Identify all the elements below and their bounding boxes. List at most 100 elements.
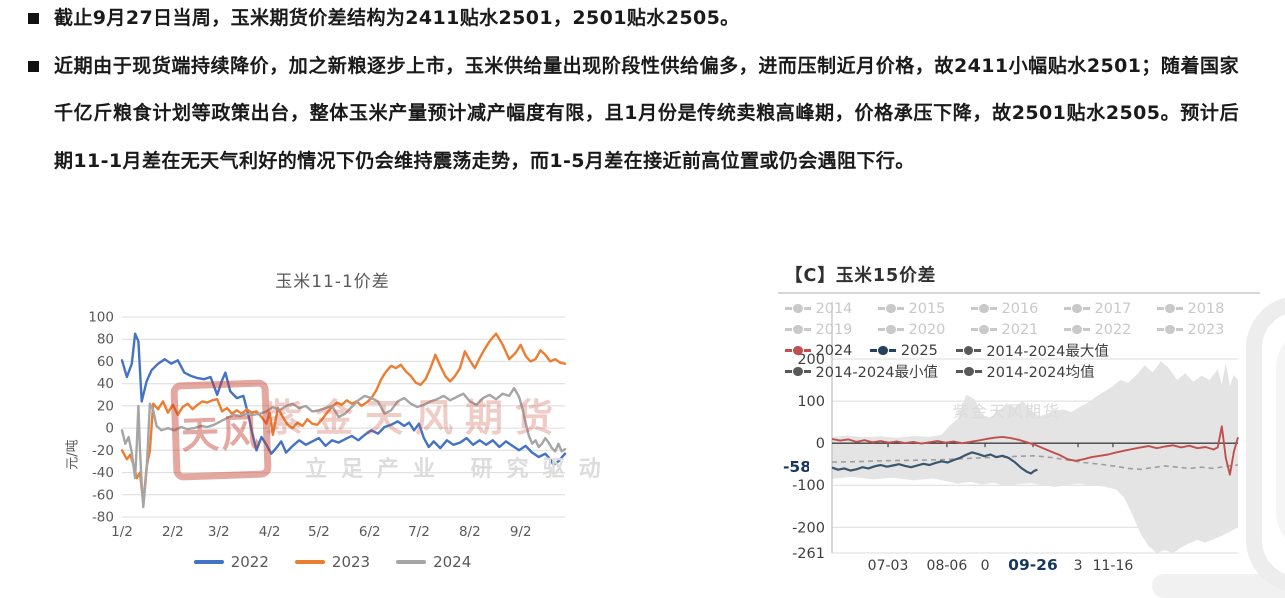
tick-label: 0	[981, 558, 990, 574]
watermark-brand-text: 紫金天风期货	[953, 402, 1062, 421]
legend-item-2018: 2018	[1157, 301, 1250, 317]
legend-item-2020: 2020	[878, 322, 971, 338]
tick-label: -261	[792, 546, 825, 562]
tick-label: 40	[97, 376, 114, 392]
tick-label: -60	[92, 487, 114, 503]
legend-row: 2014-2024最小值 2014-2024均值	[785, 361, 1257, 382]
legend-swatch	[193, 560, 224, 564]
chart-canvas: 200 100 0 -100 -200 -261 07-03 08-06 0 09-26 3 11-1…	[792, 302, 1239, 575]
legend-item-2022: 2022	[1064, 322, 1157, 338]
tick-label: 200	[797, 352, 825, 368]
tick-label: 8/2	[459, 524, 481, 540]
chart-corn-11-1-spread: 玉米11-1价差 元/吨 100 80 60 40 20 0 -20 -40 -60 -80 1/2…	[60, 255, 605, 590]
tick-label: 11-16	[1093, 558, 1134, 574]
legend-item-2017: 2017	[1064, 301, 1157, 317]
legend-label: 2018	[1187, 300, 1225, 317]
legend-label: 2017	[1094, 300, 1132, 317]
chart-title: 玉米11-1价差	[275, 272, 390, 292]
tick-label: 0	[105, 421, 114, 437]
legend-label: 2023	[331, 553, 371, 571]
series-line-2022	[120, 332, 567, 467]
tick-label: 07-03	[868, 558, 909, 574]
bullet-item: 近期由于现货端持续降价，加之新粮逐步上市，玉米供给量出现阶段性供给偏多，进而压制…	[28, 43, 1252, 186]
legend-item-2014-2024最小值: 2014-2024最小值	[785, 361, 938, 382]
tick-label: -20	[92, 443, 114, 459]
tick-label: 100	[797, 394, 825, 410]
legend-row: 2014 2015 2016 2017 2018	[785, 298, 1257, 319]
summary-bullet-list: 截止9月27日当周，玉米期货价差结构为2411贴水2501，2501贴水2505…	[28, 0, 1252, 185]
legend-label: 2022	[230, 553, 269, 571]
legend-swatch	[396, 560, 427, 564]
legend-item-2014-2024均值: 2014-2024均值	[956, 361, 1095, 382]
tick-label: 7/2	[408, 524, 430, 540]
bullet-item: 截止9月27日当周，玉米期货价差结构为2411贴水2501，2501贴水2505…	[28, 0, 1252, 43]
tick-label: 20	[97, 398, 114, 414]
legend-line-dot-marker	[785, 366, 811, 377]
tick-label: 08-06	[927, 558, 968, 574]
legend-item-2025: 2025	[870, 342, 938, 359]
legend-label: 2015	[908, 300, 946, 317]
chart-corn-15-spread: 【C】玉米15价差 200 100 0 -100 -200 -261 07-03 08-06 0…	[778, 252, 1260, 590]
tick-label: 80	[97, 332, 114, 348]
legend-line-dot-marker	[870, 345, 896, 356]
legend-item-2023: 2023	[1157, 322, 1250, 338]
legend-line-dot-marker	[971, 303, 997, 314]
tick-label: -80	[92, 510, 114, 526]
bullet-text: 近期由于现货端持续降价，加之新粮逐步上市，玉米供给量出现阶段性供给偏多，进而压制…	[54, 54, 1239, 172]
legend-line-dot-marker	[971, 324, 997, 335]
series-line-2024	[120, 386, 567, 509]
legend-line-dot-marker	[878, 303, 904, 314]
legend-label: 2020	[908, 321, 946, 338]
tick-label: -100	[792, 478, 825, 494]
legend-line-dot-marker	[955, 345, 982, 356]
legend-line-dot-marker	[878, 324, 904, 335]
tick-label: 3	[1074, 558, 1083, 574]
min-max-band	[832, 361, 1238, 553]
legend-label: 2019	[815, 321, 853, 338]
legend-label: 2014-2024最大值	[986, 344, 1109, 360]
legend-label: 2022	[1094, 321, 1132, 338]
legend-row: 2024 2025 2014-2024最大值	[785, 340, 1257, 361]
date-highlight-label: 09-26	[1008, 556, 1058, 574]
current-value-tag: -58	[779, 457, 816, 477]
decorative-ring-shape-inner	[1276, 326, 1285, 554]
legend-label: 2016	[1001, 300, 1039, 317]
chart-legend: 2022 2023 2024	[60, 553, 605, 571]
tick-label: 2/2	[162, 524, 184, 540]
legend-item-2019: 2019	[785, 322, 878, 338]
series-line-2024	[831, 425, 1239, 476]
tick-label: 60	[97, 354, 114, 370]
legend-label: 2021	[1001, 321, 1039, 338]
tick-label: 6/2	[359, 524, 381, 540]
watermark-seal: 天风	[170, 379, 272, 481]
tick-label: 5/2	[308, 524, 330, 540]
tick-label: 100	[88, 310, 114, 326]
legend-line-dot-marker	[1157, 303, 1183, 314]
date-highlight-box	[1006, 556, 1059, 575]
legend-row: 2019 2020 2021 2022 2023	[785, 319, 1257, 340]
legend-line-dot-marker	[1157, 324, 1183, 335]
legend-item-2024: 2024	[785, 343, 852, 359]
legend-label: 2025	[900, 342, 938, 359]
tick-label: 9/2	[510, 524, 532, 540]
legend-line-dot-marker	[785, 303, 811, 314]
legend-item-2016: 2016	[971, 301, 1064, 317]
legend-label: 2014	[815, 300, 853, 317]
series-line-2014-2024均值	[831, 455, 1239, 471]
legend-item-2014: 2014	[785, 301, 878, 317]
legend-item-2021: 2021	[971, 322, 1064, 338]
chart-canvas: 100 80 60 40 20 0 -20 -40 -60 -801/2 2/2 3/2 4/2 5/2 6…	[88, 310, 567, 540]
legend-item-2014-2024最大值: 2014-2024最大值	[955, 340, 1109, 361]
legend-label: 2023	[1187, 321, 1225, 338]
bullet-square-marker	[28, 60, 39, 72]
watermark-tagline-text: 立足产业 研究驱动	[305, 457, 615, 482]
legend-line-dot-marker	[1064, 303, 1090, 314]
watermark-brand-text: 紫金天风期货	[265, 396, 566, 440]
legend-item-2024: 2024	[396, 553, 471, 571]
bullet-square-marker	[28, 13, 39, 24]
tick-label: -200	[792, 520, 825, 536]
legend-line-dot-marker	[785, 324, 811, 335]
title-divider	[778, 292, 1260, 294]
legend-line-dot-marker	[956, 366, 982, 377]
legend-label: 2024	[815, 342, 853, 359]
